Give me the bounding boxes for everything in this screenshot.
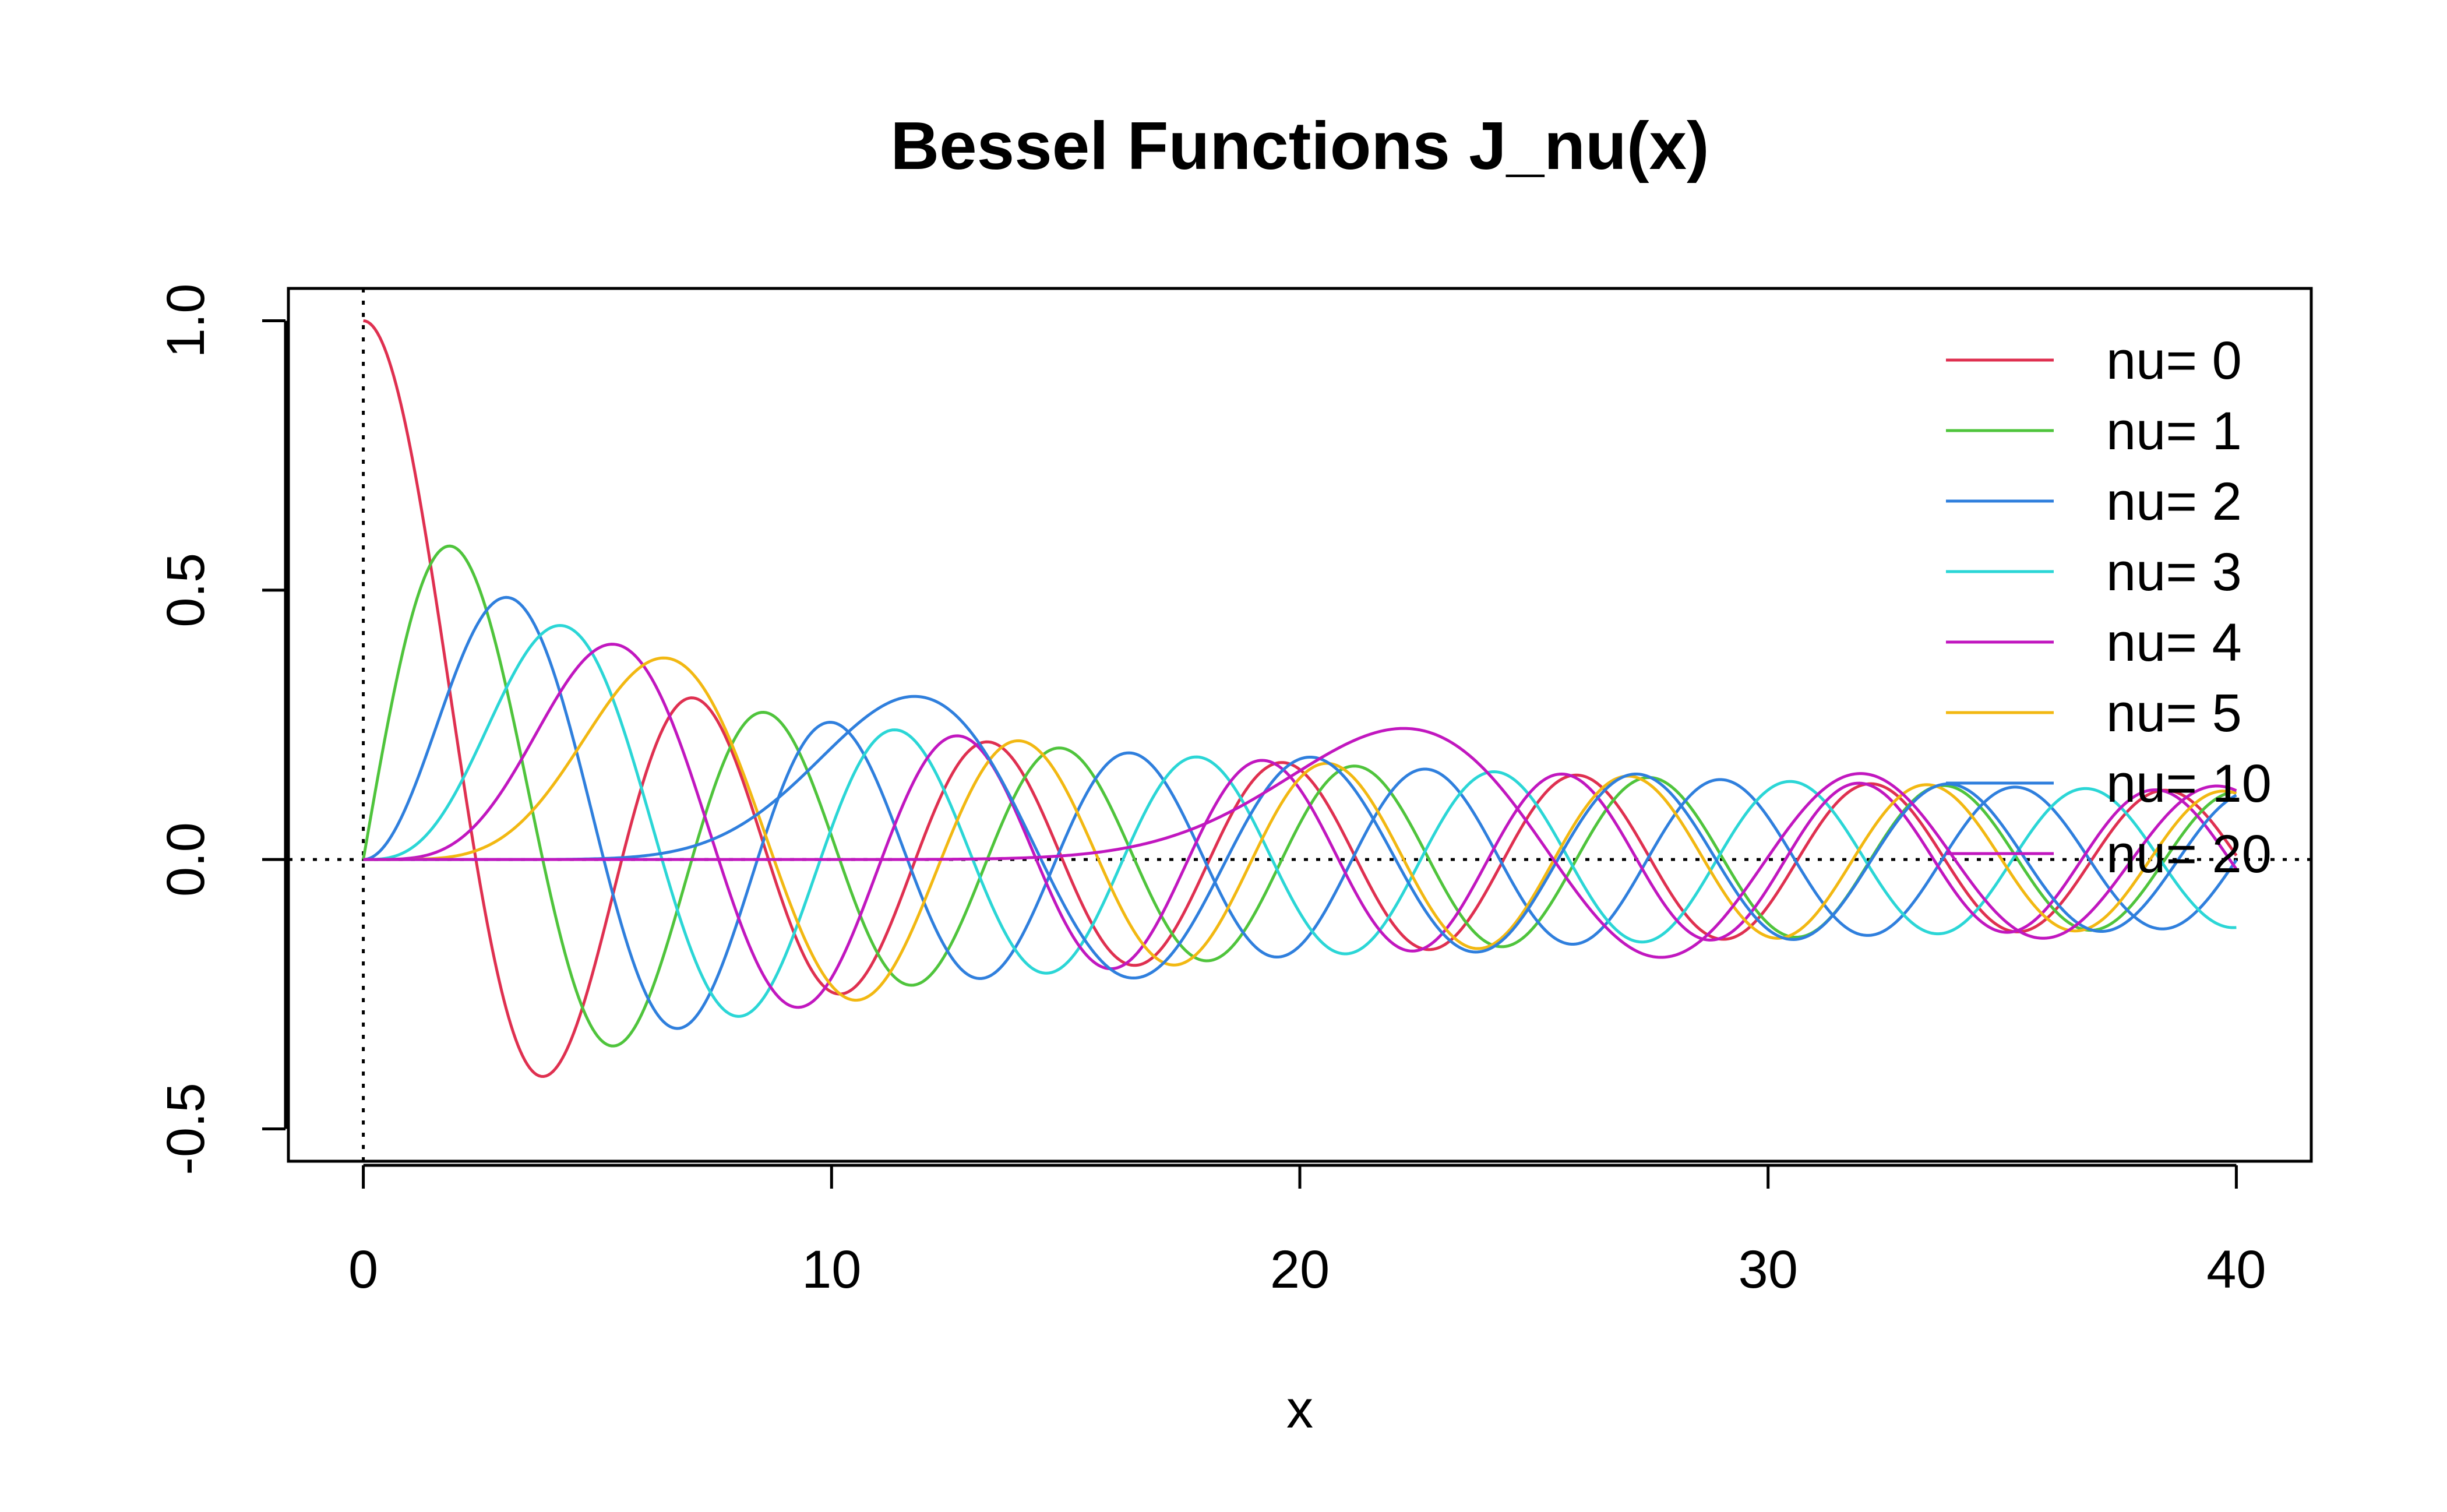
series-line-nu-10 [363, 695, 2237, 980]
y-tick-label: 0.0 [156, 822, 216, 897]
plot-frame [287, 287, 2313, 1163]
y-tick-label: 0.5 [156, 553, 216, 628]
series-line-nu-5 [363, 656, 2237, 1002]
legend-label-nu-1: nu= 1 [2106, 401, 2242, 461]
legend-label-nu-3: nu= 3 [2106, 542, 2242, 602]
x-tick-label: 40 [2206, 1240, 2266, 1299]
x-tick-label: 20 [1270, 1240, 1330, 1299]
legend-label-nu-20: nu= 20 [2106, 824, 2272, 884]
x-tick-label: 0 [348, 1240, 378, 1299]
legend: nu= 0 nu= 1 nu= 2 nu= 3 nu= 4 nu= 5 nu= 10 nu= … [1946, 331, 2272, 884]
chart-title: Bessel Functions J_nu(x) [890, 108, 1709, 184]
legend-label-nu-5: nu= 5 [2106, 683, 2242, 743]
y-axis: -0.5 0.0 0.5 1.0 [156, 284, 287, 1175]
legend-label-nu-4: nu= 4 [2106, 613, 2242, 672]
legend-label-nu-2: nu= 2 [2106, 472, 2242, 531]
series-line-nu-0 [363, 319, 2238, 1079]
series-line-nu-4 [363, 643, 2238, 1009]
x-tick-label: 10 [802, 1240, 861, 1299]
x-tick-label: 30 [1739, 1240, 1798, 1299]
x-axis-label: x [1286, 1380, 1313, 1439]
series-line-nu-3 [363, 623, 2237, 1018]
x-axis: 0 10 20 30 40 [348, 1164, 2266, 1299]
series-line-nu-20 [363, 727, 2237, 959]
series-lines [362, 319, 2238, 1079]
legend-label-nu-10: nu= 10 [2106, 754, 2272, 813]
y-tick-label: 1.0 [156, 284, 216, 358]
y-tick-label: -0.5 [156, 1083, 216, 1175]
series-line-nu-2 [363, 595, 2238, 1030]
legend-label-nu-0: nu= 0 [2106, 331, 2242, 390]
